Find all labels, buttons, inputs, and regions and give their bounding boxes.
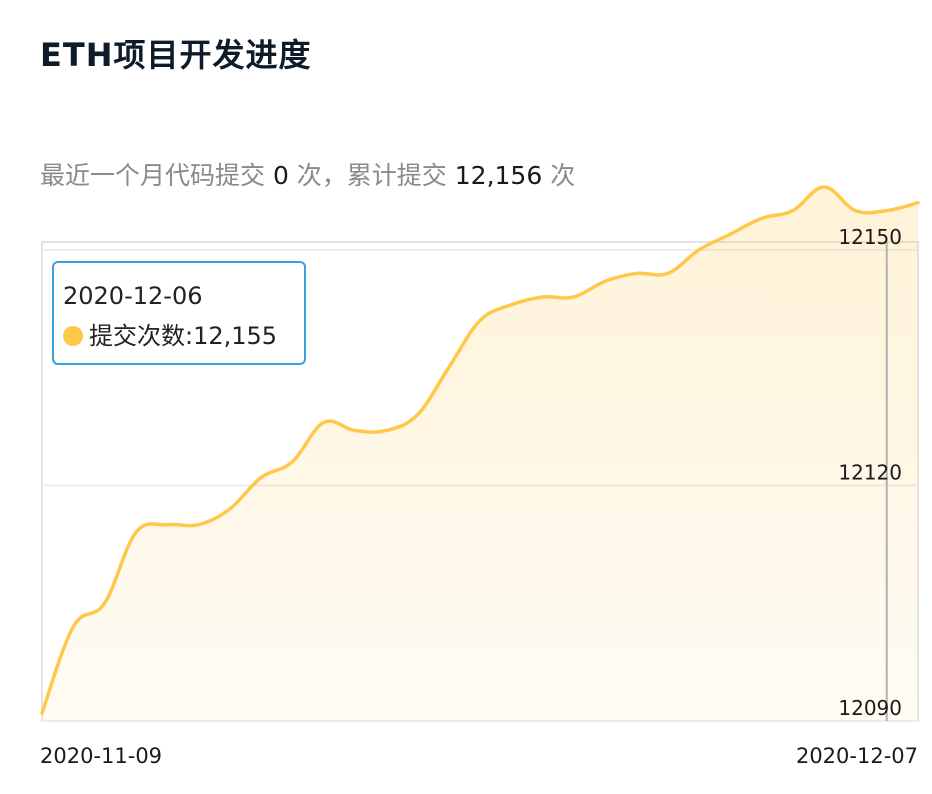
data-point-2020-12-04 xyxy=(822,185,826,189)
data-point-2020-11-22 xyxy=(447,366,451,370)
data-point-2020-11-11 xyxy=(103,601,107,605)
data-point-2020-11-18 xyxy=(322,421,326,425)
summary-prefix: 最近一个月代码提交 xyxy=(40,161,273,190)
data-point-2020-11-14 xyxy=(196,523,200,527)
data-point-2020-11-23 xyxy=(478,319,482,323)
tooltip-separator: : xyxy=(185,322,194,350)
data-point-2020-11-09 xyxy=(40,711,44,715)
data-point-2020-11-26 xyxy=(572,295,576,299)
data-point-2020-11-19 xyxy=(353,428,357,432)
page-title: ETH项目开发进度 xyxy=(40,36,312,74)
x-tick-label-end: 2020-12-07 xyxy=(795,744,918,768)
data-point-2020-12-07 xyxy=(916,201,920,205)
data-point-2020-12-02 xyxy=(760,216,764,220)
series-line xyxy=(40,185,920,715)
data-point-2020-11-25 xyxy=(541,295,545,299)
data-point-2020-12-06 xyxy=(885,209,889,213)
data-point-2020-11-15 xyxy=(228,507,232,511)
data-point-2020-11-27 xyxy=(603,279,607,283)
data-point-2020-12-01 xyxy=(728,232,732,236)
data-point-2020-11-12 xyxy=(134,531,138,535)
x-tick-label-start: 2020-11-09 xyxy=(40,744,163,768)
data-point-2020-11-16 xyxy=(259,476,263,480)
tooltip-value: 12,155 xyxy=(193,322,278,350)
data-point-2020-11-20 xyxy=(384,428,388,432)
summary-middle: 次，累计提交 xyxy=(288,161,455,190)
y-tick-label-12150: 12150 xyxy=(838,225,902,249)
data-point-2020-12-03 xyxy=(791,209,795,213)
tooltip-date: 2020-12-06 xyxy=(63,282,203,310)
data-point-2020-11-21 xyxy=(415,413,419,417)
commit-summary: 最近一个月代码提交 0 次，累计提交 12,156 次 xyxy=(40,156,575,192)
data-point-2020-11-30 xyxy=(697,248,701,252)
series-color-dot-icon xyxy=(63,326,83,346)
chart-tooltip: 2020-12-06 提交次数:12,155 xyxy=(52,261,306,365)
summary-suffix: 次 xyxy=(542,161,576,190)
recent-commit-count: 0 xyxy=(272,161,289,190)
data-point-2020-11-24 xyxy=(509,303,513,307)
tooltip-series-label: 提交次数 xyxy=(89,322,185,350)
data-point-2020-11-17 xyxy=(290,460,294,464)
y-tick-label-12090: 12090 xyxy=(838,696,902,720)
data-point-2020-11-10 xyxy=(71,625,75,629)
data-point-2020-11-28 xyxy=(634,271,638,275)
tooltip-series-row: 提交次数:12,155 xyxy=(63,317,294,355)
y-tick-label-12120: 12120 xyxy=(838,460,902,484)
data-point-2020-11-13 xyxy=(165,523,169,527)
data-point-2020-11-29 xyxy=(666,271,670,275)
data-point-2020-12-05 xyxy=(853,209,857,213)
total-commit-count: 12,156 xyxy=(454,161,543,190)
series-area-fill xyxy=(42,187,918,722)
